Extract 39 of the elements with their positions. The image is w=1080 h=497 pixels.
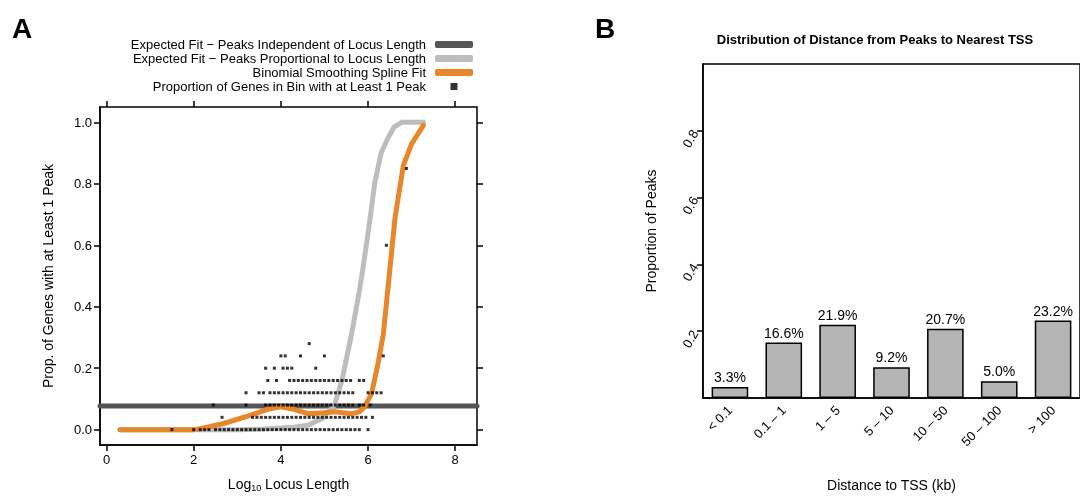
- y-tick-label: 0.6: [73, 237, 92, 253]
- data-label: 23.2%: [1033, 302, 1073, 319]
- x-tick-label: 4: [277, 452, 285, 467]
- y-tick-label: 0.8: [73, 176, 92, 192]
- legend-label: Expected Fit − Peaks Proportional to Locus Length: [132, 51, 426, 66]
- x-tick-label: 8: [451, 452, 459, 467]
- y-axis-title: Proportion of Peaks: [643, 169, 659, 293]
- y-tick-label: 1.0: [73, 114, 92, 130]
- y-tick-label: 0.2: [679, 327, 702, 351]
- x-tick-label: 5 – 10: [860, 402, 897, 439]
- data-label: 20.7%: [925, 310, 966, 327]
- y-tick-label: 0.8: [679, 127, 702, 151]
- y-axis-title: Prop. of Genes with at Least 1 Peak: [40, 162, 56, 389]
- data-label: 3.3%: [713, 368, 746, 385]
- y-tick-label: 0.2: [73, 360, 92, 376]
- legend-label: Proportion of Genes in Bin with at Least 1 Peak: [152, 79, 427, 94]
- data-label: 5.0%: [983, 363, 1016, 380]
- x-tick-label: 1 – 5: [811, 402, 843, 434]
- y-tick-label: 0.0: [73, 422, 92, 438]
- data-label: 21.9%: [817, 306, 858, 323]
- x-tick-label: 10 – 50: [909, 402, 951, 444]
- data-label: 16.6%: [763, 324, 804, 341]
- x-tick-label: 0: [102, 452, 111, 467]
- legend-label: Expected Fit − Peaks Independent of Locus Length: [130, 37, 426, 52]
- text: B: [595, 12, 616, 44]
- y-tick-label: 0.4: [73, 299, 92, 315]
- x-tick-label: 6: [364, 452, 372, 467]
- y-tick-label: 0.4: [679, 260, 702, 284]
- x-tick-label: < 0.1: [703, 402, 736, 434]
- text: A: [12, 12, 33, 44]
- legend-label: Binomial Smoothing Spline Fit: [252, 65, 427, 80]
- y-tick-label: 0.6: [679, 193, 702, 217]
- chart-title: Distribution of Distance from Peaks to Nearest TSS: [716, 32, 1034, 47]
- x-axis-title: Distance to TSS (kb): [827, 477, 956, 493]
- data-label: 9.2%: [875, 349, 908, 366]
- x-tick-label: 50 – 100: [958, 402, 1005, 450]
- x-tick-label: > 100: [1024, 402, 1059, 437]
- x-tick-label: 2: [190, 452, 198, 467]
- x-tick-label: 0.1 – 1: [750, 402, 790, 442]
